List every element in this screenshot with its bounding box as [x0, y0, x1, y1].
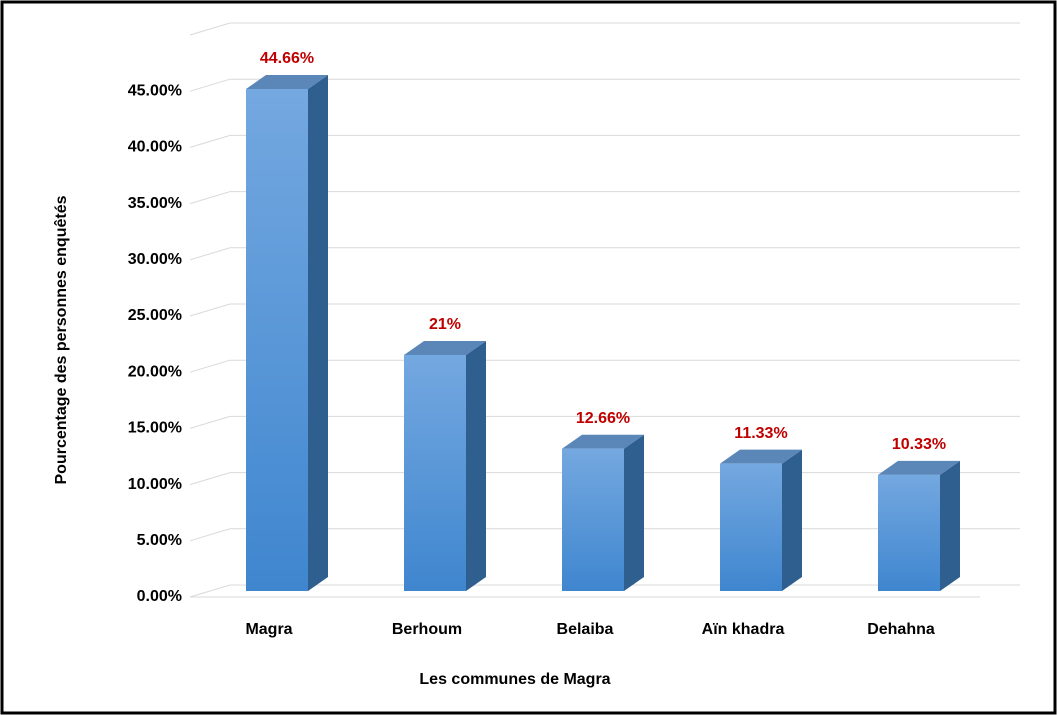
x-tick-label: Belaiba	[557, 621, 614, 638]
y-tick-label: 20.00%	[128, 363, 182, 380]
x-tick-label: Dehahna	[867, 621, 935, 638]
bar	[404, 354, 466, 591]
data-label: 12.66%	[576, 410, 630, 427]
y-tick-label: 5.00%	[137, 532, 182, 549]
grid-line	[189, 247, 1020, 261]
bar	[720, 463, 782, 591]
y-tick-label: 0.00%	[137, 588, 182, 605]
bar	[562, 448, 624, 591]
data-label: 21%	[429, 316, 461, 333]
grid-line	[189, 78, 1020, 92]
bar-side	[624, 434, 644, 591]
grid-line	[189, 191, 1020, 205]
bar-side	[466, 340, 486, 591]
x-tick-label: Magra	[245, 621, 292, 638]
bar-top	[246, 75, 328, 90]
data-label: 10.33%	[892, 436, 946, 453]
y-tick-label: 15.00%	[128, 420, 182, 437]
bar	[878, 474, 940, 591]
y-tick-label: 35.00%	[128, 195, 182, 212]
grid-line	[189, 415, 1020, 429]
grid-line	[189, 359, 1020, 373]
y-tick-label: 25.00%	[128, 307, 182, 324]
data-label: 11.33%	[734, 425, 787, 442]
grid-line	[189, 134, 1020, 148]
bar-top	[878, 460, 960, 475]
bar-top	[562, 434, 644, 449]
y-tick-label: 40.00%	[128, 139, 182, 156]
bar-side	[308, 75, 328, 591]
y-tick-label: 30.00%	[128, 251, 182, 268]
y-axis-label: Pourcentage des personnes enquêtés	[53, 195, 70, 484]
bar-top	[720, 449, 802, 464]
x-tick-label: Berhoum	[392, 621, 462, 638]
grid-line	[189, 303, 1020, 317]
x-tick-label: Aïn khadra	[702, 621, 785, 638]
data-label: 44.66%	[260, 50, 314, 67]
bar-side	[940, 460, 960, 591]
y-tick-label: 10.00%	[128, 476, 182, 493]
bar-side	[782, 449, 802, 591]
x-axis-label: Les communes de Magra	[419, 671, 610, 688]
bar	[246, 89, 308, 591]
bar-top	[404, 340, 486, 355]
y-tick-label: 45.00%	[128, 82, 182, 99]
grid-line-top	[189, 22, 1020, 36]
